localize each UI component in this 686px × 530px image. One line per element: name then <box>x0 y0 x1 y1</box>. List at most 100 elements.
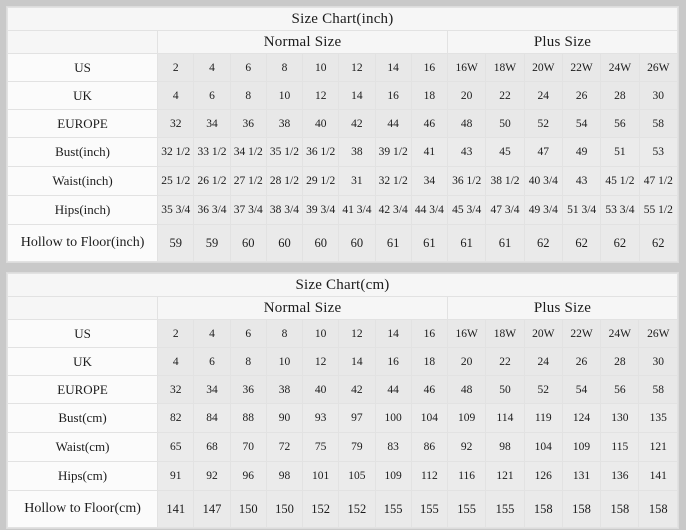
data-cell: 28 1/2 <box>265 166 304 196</box>
data-cell: 47 1/2 <box>638 166 679 196</box>
data-cell: 104 <box>523 432 563 462</box>
data-cell: 126 <box>523 461 563 491</box>
data-cell: 14 <box>374 53 412 82</box>
data-cell: 36 <box>229 375 267 404</box>
chart-title-row: Size Chart(cm) <box>7 273 678 297</box>
data-cell: 37 3/4 <box>229 195 267 225</box>
data-cell: 10 <box>265 81 304 110</box>
data-cell: 30 <box>638 81 679 110</box>
data-cell: 10 <box>265 347 304 376</box>
data-cell: 158 <box>600 490 640 528</box>
size-table-inch: Size Chart(inch) Normal Size Plus Size US 2 4… <box>6 7 679 262</box>
data-cell: 49 <box>561 137 602 167</box>
data-cell: 4 <box>193 319 231 348</box>
data-cell: 12 <box>338 53 376 82</box>
data-cell: 62 <box>561 224 602 262</box>
data-cell: 52 <box>523 109 563 138</box>
data-cell: 44 3/4 <box>410 195 449 225</box>
data-cell: 96 <box>229 461 267 491</box>
data-cell: 92 <box>446 432 487 462</box>
data-cell: 90 <box>265 403 304 433</box>
data-cell: 34 1/2 <box>229 137 267 167</box>
data-cell: 47 3/4 <box>485 195 525 225</box>
data-cell: 18W <box>485 319 525 348</box>
group-header-normal-size: Normal Size <box>157 30 449 54</box>
table-row: US 2 4 6 8 10 12 14 16 16W 18W 20W 22W 24W 26W <box>6 319 678 348</box>
data-cell: 152 <box>338 490 376 528</box>
table-row: Hips(cm) 91 92 96 98 101 105 109 112 116 121 126 131… <box>6 461 678 491</box>
data-cell: 20W <box>523 319 563 348</box>
data-cell: 44 <box>374 109 412 138</box>
data-cell: 24W <box>600 53 640 82</box>
data-cell: 61 <box>447 224 487 262</box>
table-row: Hollow to Floor(inch) 59 59 60 60 60 60 61 61 61 6… <box>6 224 679 262</box>
data-cell: 155 <box>374 490 412 528</box>
row-label: EUROPE <box>6 375 159 404</box>
data-cell: 30 <box>638 347 678 376</box>
group-header-spacer <box>6 30 159 54</box>
data-cell: 152 <box>302 490 340 528</box>
data-cell: 22 <box>485 81 525 110</box>
data-cell: 62 <box>600 224 640 262</box>
data-cell: 41 <box>410 137 449 167</box>
data-cell: 40 <box>302 109 340 138</box>
data-cell: 35 3/4 <box>157 195 195 225</box>
data-cell: 26W <box>638 319 678 348</box>
data-cell: 150 <box>265 490 304 528</box>
data-cell: 104 <box>410 403 449 433</box>
data-cell: 4 <box>157 347 195 376</box>
table-row: EUROPE 32 34 36 38 40 42 44 46 48 50 52 54 56 58 <box>6 109 679 138</box>
data-cell: 45 1/2 <box>600 166 640 196</box>
table-body-cm: Size Chart(cm) Normal Size Plus Size US 2 4 6 8… <box>6 273 678 528</box>
data-cell: 24 <box>523 81 563 110</box>
table-row: Bust(cm) 82 84 88 90 93 97 100 104 109 114 119 124 13… <box>6 403 678 433</box>
data-cell: 22 <box>485 347 525 376</box>
data-cell: 16 <box>374 81 412 110</box>
data-cell: 92 <box>193 461 231 491</box>
data-cell: 55 1/2 <box>638 195 679 225</box>
data-cell: 105 <box>338 461 376 491</box>
data-cell: 8 <box>265 319 304 348</box>
row-label: Bust(cm) <box>6 403 159 433</box>
row-label: Waist(inch) <box>6 166 159 196</box>
data-cell: 119 <box>523 403 563 433</box>
data-cell: 34 <box>410 166 449 196</box>
data-cell: 115 <box>600 432 640 462</box>
data-cell: 10 <box>302 319 340 348</box>
data-cell: 51 <box>600 137 640 167</box>
row-label: Bust(inch) <box>6 137 159 167</box>
data-cell: 50 <box>485 109 525 138</box>
data-cell: 98 <box>265 461 304 491</box>
data-cell: 20W <box>523 53 563 82</box>
data-cell: 4 <box>157 81 195 110</box>
data-cell: 50 <box>485 375 525 404</box>
row-label: US <box>6 319 159 348</box>
table-row: US 2 4 6 8 10 12 14 16 16W 18W 20W 22W 24W 26W <box>6 53 679 82</box>
data-cell: 61 <box>374 224 412 262</box>
data-cell: 56 <box>600 375 640 404</box>
data-cell: 147 <box>193 490 231 528</box>
data-cell: 44 <box>374 375 412 404</box>
table-row: Bust(inch) 32 1/2 33 1/2 34 1/2 35 1/2 36 1/2… <box>6 137 679 167</box>
data-cell: 12 <box>338 319 376 348</box>
data-cell: 59 <box>157 224 195 262</box>
data-cell: 29 1/2 <box>302 166 340 196</box>
table-body-inch: Size Chart(inch) Normal Size Plus Size US 2 4… <box>6 7 679 262</box>
data-cell: 124 <box>561 403 602 433</box>
data-cell: 6 <box>229 53 267 82</box>
data-cell: 4 <box>193 53 231 82</box>
data-cell: 46 <box>410 109 449 138</box>
data-cell: 43 <box>561 166 602 196</box>
row-label: UK <box>6 347 159 376</box>
data-cell: 150 <box>229 490 267 528</box>
data-cell: 38 <box>338 137 376 167</box>
data-cell: 31 <box>338 166 376 196</box>
data-cell: 35 1/2 <box>265 137 304 167</box>
data-cell: 52 <box>523 375 563 404</box>
data-cell: 54 <box>561 375 602 404</box>
data-cell: 61 <box>485 224 525 262</box>
data-cell: 10 <box>302 53 340 82</box>
chart-title: Size Chart(cm) <box>7 273 678 297</box>
data-cell: 61 <box>410 224 449 262</box>
data-cell: 16 <box>410 53 449 82</box>
